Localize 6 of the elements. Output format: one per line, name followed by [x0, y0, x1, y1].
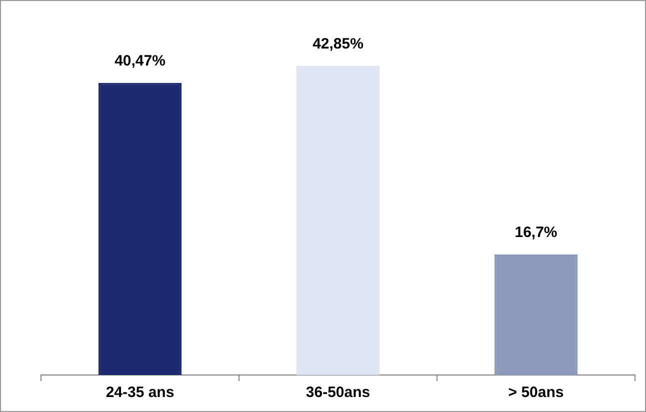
- data-label: 42,85%: [312, 35, 364, 52]
- x-tick-label: > 50ans: [508, 384, 564, 402]
- x-tick-label: 36-50ans: [306, 384, 370, 402]
- data-label: 40,47%: [114, 52, 166, 70]
- data-label: 16,7%: [514, 224, 558, 242]
- x-tick-label: 24-35 ans: [106, 384, 174, 402]
